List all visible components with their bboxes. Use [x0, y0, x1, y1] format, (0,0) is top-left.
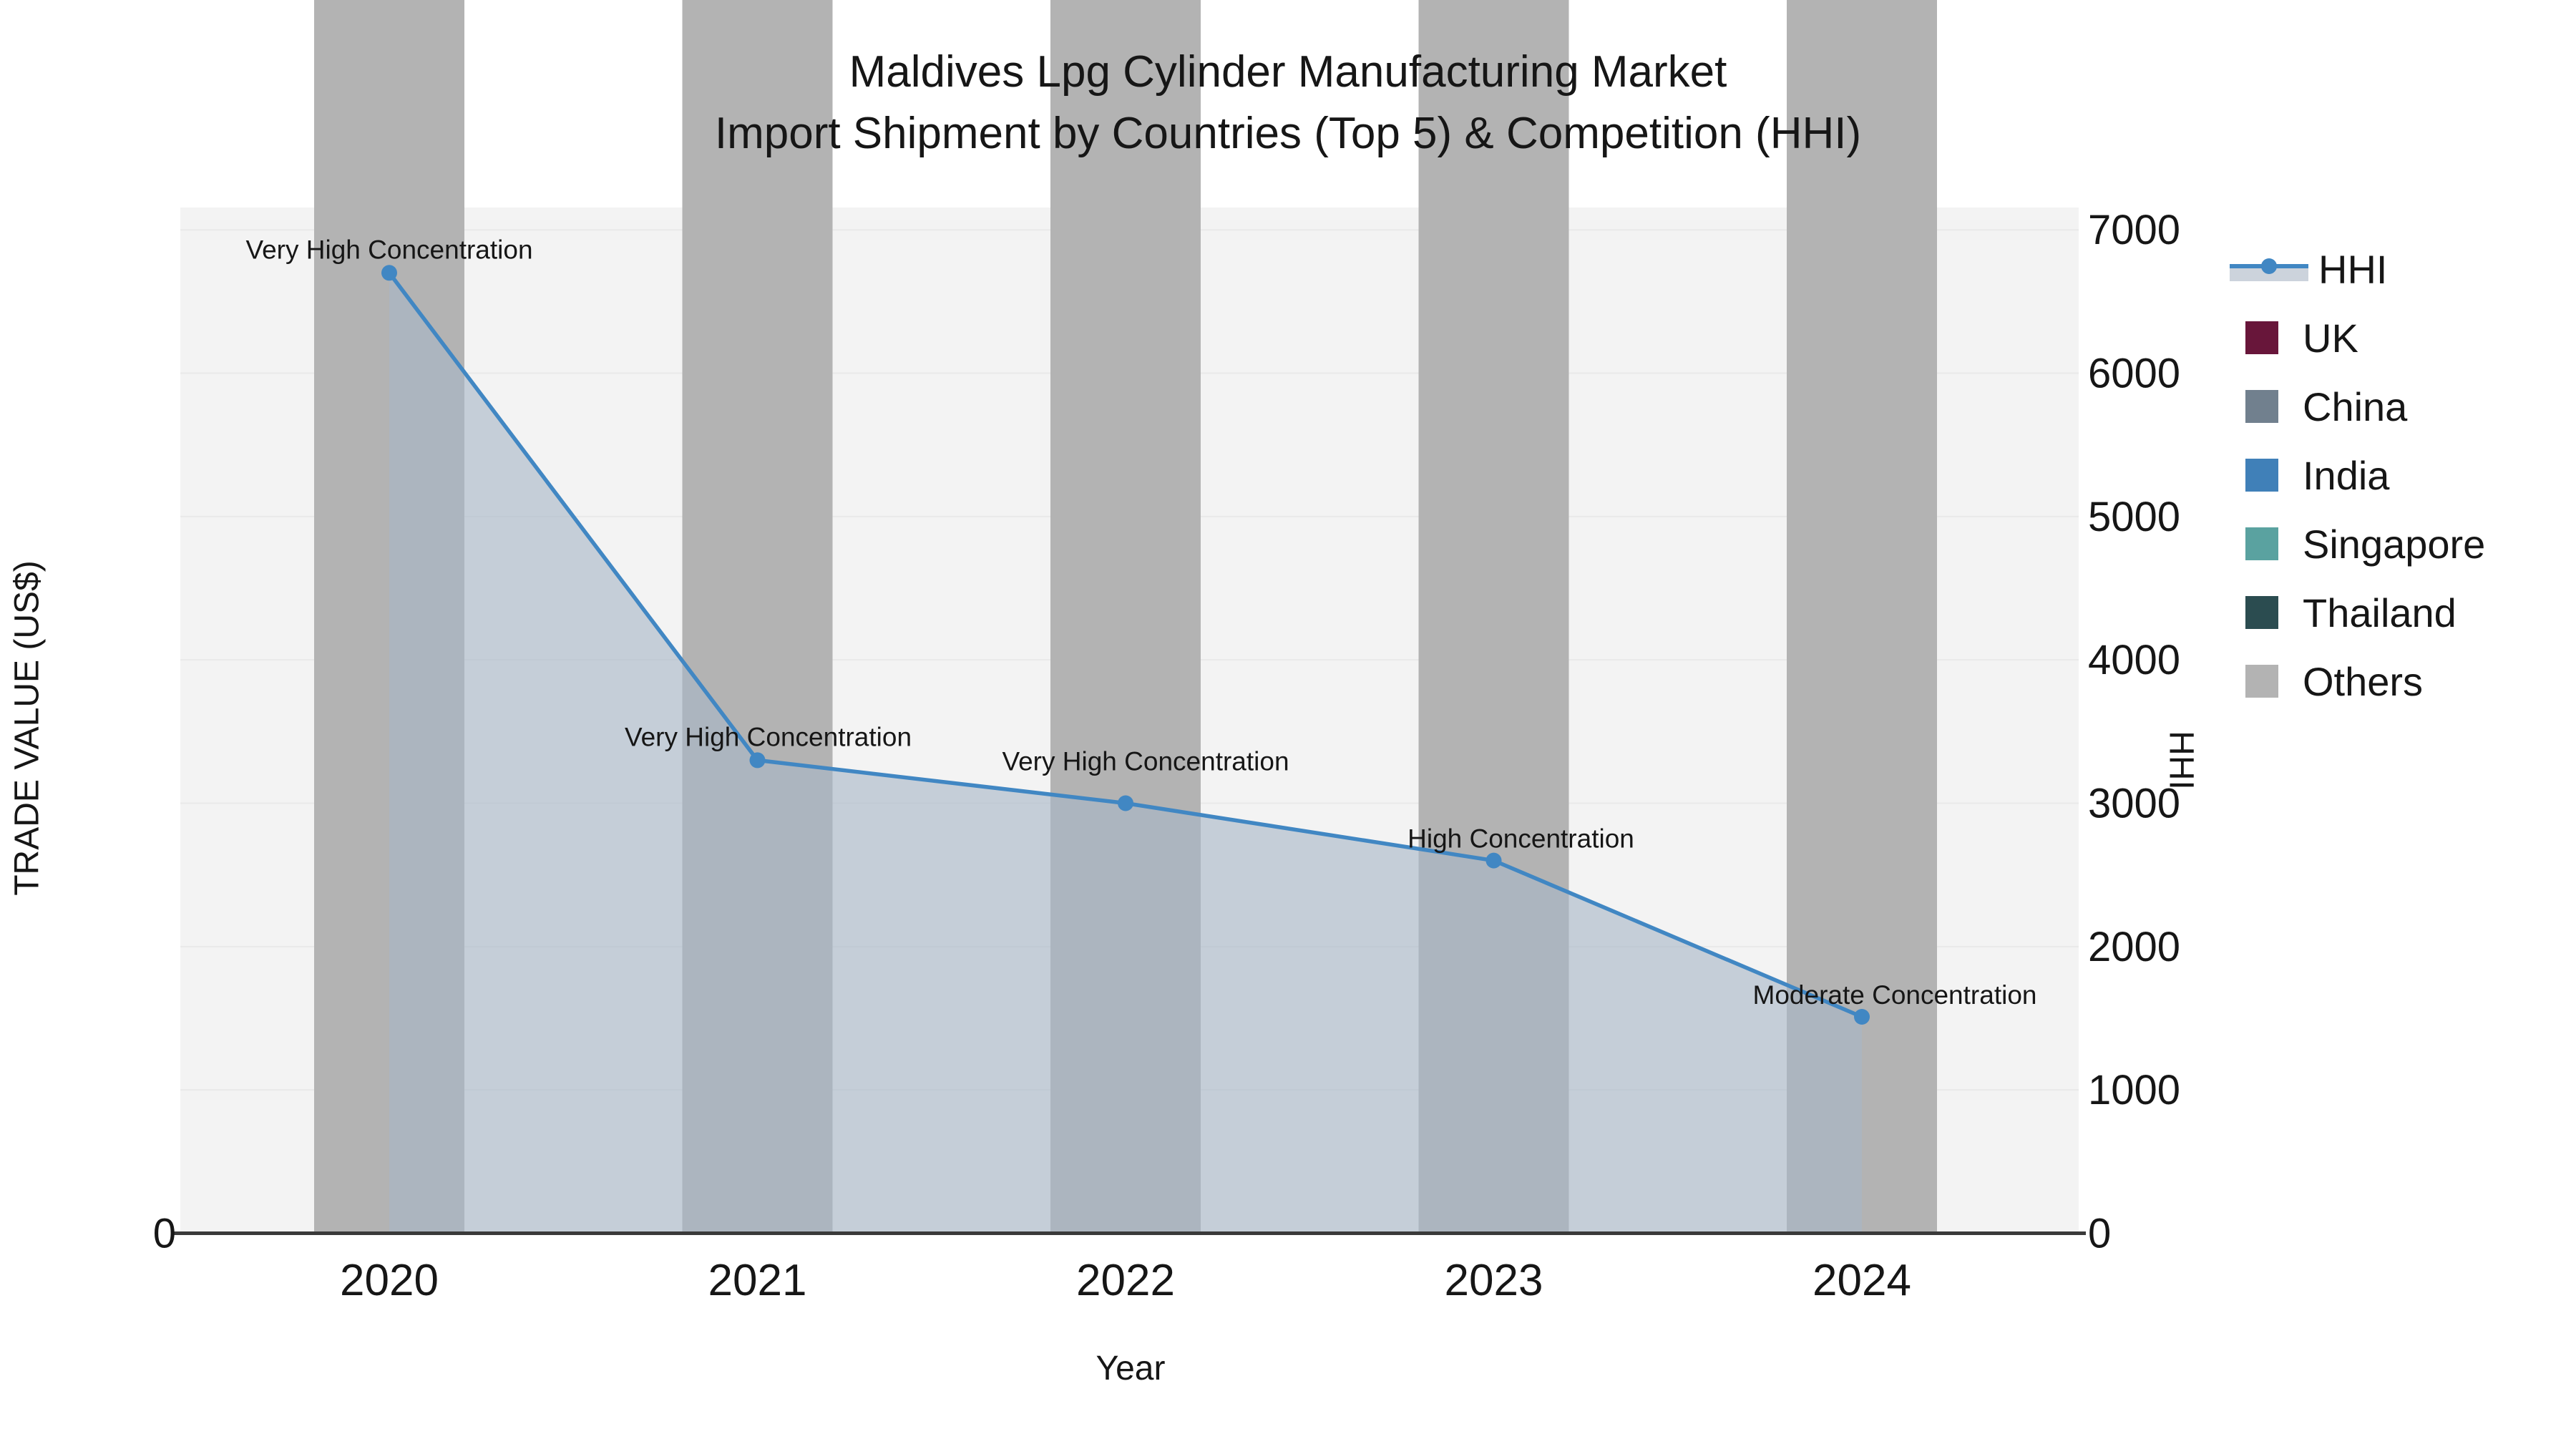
- legend-label: China: [2303, 384, 2408, 429]
- annotation-2024: Moderate Concentration: [1753, 980, 2037, 1010]
- legend-item-singapore: Singapore: [2245, 509, 2485, 578]
- hhi-marker-2023: [1485, 852, 1502, 869]
- chart-title: Maldives Lpg Cylinder Manufacturing Mark…: [0, 42, 2576, 165]
- y-right-tick-0: 0: [2088, 1211, 2111, 1257]
- india-color-swatch-icon: [2245, 459, 2278, 492]
- y-right-tick-2000: 2000: [2088, 924, 2180, 970]
- legend-item-uk: UK: [2245, 303, 2485, 372]
- annotation-2020: Very High Concentration: [245, 235, 532, 264]
- legend-label: HHI: [2318, 246, 2388, 292]
- china-color-swatch-icon: [2245, 390, 2278, 423]
- annotation-2022: Very High Concentration: [1002, 747, 1289, 776]
- legend-label: UK: [2303, 315, 2358, 361]
- y-right-tick-3000: 3000: [2088, 781, 2180, 827]
- y-axis-title-right: HHI: [2162, 731, 2200, 790]
- hhi-area-fill: [389, 273, 1862, 1234]
- y-right-tick-4000: 4000: [2088, 637, 2180, 683]
- y-right-tick-7000: 7000: [2088, 207, 2180, 253]
- x-tick-2022: 2022: [1076, 1256, 1175, 1305]
- legend-item-china: China: [2245, 372, 2485, 441]
- legend-item-thailand: Thailand: [2245, 578, 2485, 647]
- y-right-tick-5000: 5000: [2088, 494, 2180, 540]
- chart-title-line2: Import Shipment by Countries (Top 5) & C…: [714, 109, 1862, 158]
- x-tick-2024: 2024: [1813, 1256, 1911, 1305]
- others-color-swatch-icon: [2245, 665, 2278, 698]
- legend-item-others: Others: [2245, 647, 2485, 716]
- x-axis-title: Year: [1096, 1350, 1166, 1387]
- hhi-marker-2020: [381, 265, 397, 281]
- legend-label: Singapore: [2303, 521, 2486, 567]
- x-tick-2021: 2021: [708, 1256, 807, 1305]
- singapore-color-swatch-icon: [2245, 527, 2278, 560]
- legend-label: Others: [2303, 658, 2424, 704]
- annotation-2021: Very High Concentration: [625, 722, 912, 751]
- annotation-2023: High Concentration: [1407, 824, 1634, 854]
- hhi-marker-2021: [749, 752, 766, 769]
- chart-legend: HHI UK China India Singapore Thailand Ot…: [2230, 235, 2485, 716]
- chart-title-line1: Maldives Lpg Cylinder Manufacturing Mark…: [849, 47, 1727, 97]
- legend-label: India: [2303, 452, 2390, 498]
- y-axis-title-left: TRADE VALUE (US$): [8, 560, 47, 896]
- x-tick-2020: 2020: [340, 1256, 439, 1305]
- y-left-tick-0: 0: [153, 1211, 176, 1257]
- hhi-marker-2022: [1118, 795, 1133, 811]
- hhi-line-swatch-icon: [2230, 253, 2308, 286]
- legend-item-hhi: HHI: [2230, 235, 2485, 303]
- hhi-marker-2024: [1854, 1009, 1870, 1025]
- thailand-color-swatch-icon: [2245, 596, 2278, 629]
- legend-label: Thailand: [2303, 590, 2457, 635]
- y-right-tick-6000: 6000: [2088, 351, 2180, 397]
- x-tick-2023: 2023: [1445, 1256, 1543, 1305]
- legend-item-india: India: [2245, 441, 2485, 509]
- uk-color-swatch-icon: [2245, 321, 2278, 354]
- y-right-tick-1000: 1000: [2088, 1067, 2180, 1113]
